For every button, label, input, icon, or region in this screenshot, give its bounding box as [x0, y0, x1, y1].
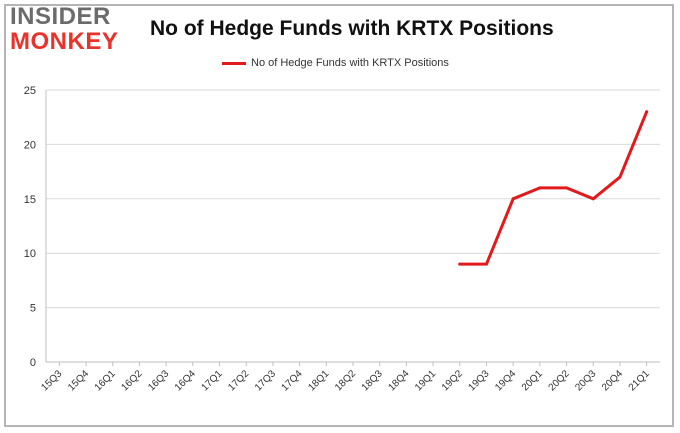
x-tick-label: 17Q2 — [226, 368, 251, 393]
x-tick-label: 18Q2 — [333, 368, 358, 393]
y-tick-label: 25 — [24, 85, 36, 97]
x-tick-label: 16Q2 — [119, 368, 144, 393]
x-tick-label: 18Q4 — [386, 368, 411, 393]
legend-swatch — [222, 61, 246, 65]
y-tick-label: 5 — [30, 303, 36, 315]
data-point — [591, 197, 595, 201]
data-point — [484, 262, 488, 266]
chart-title: No of Hedge Funds with KRTX Positions — [150, 17, 554, 40]
x-tick-label: 19Q1 — [413, 368, 438, 393]
x-tick-label: 20Q1 — [520, 368, 545, 393]
data-point — [538, 186, 542, 190]
logo-monkey: MONKEY — [10, 28, 119, 55]
x-tick-label: 16Q1 — [93, 368, 118, 393]
data-point — [458, 262, 462, 266]
data-point — [565, 186, 569, 190]
data-point — [618, 175, 622, 179]
x-tick-label: 15Q3 — [39, 368, 64, 393]
logo-insider: INSIDER — [10, 3, 111, 30]
x-tick-label: 16Q3 — [146, 368, 171, 393]
x-tick-label: 20Q4 — [600, 368, 625, 393]
chart-frame — [4, 4, 674, 427]
y-tick-label: 20 — [24, 139, 36, 151]
x-tick-label: 15Q4 — [66, 368, 91, 393]
x-tick-label: 18Q3 — [360, 368, 385, 393]
x-tick-label: 17Q1 — [200, 368, 225, 393]
legend-label: No of Hedge Funds with KRTX Positions — [251, 57, 449, 69]
data-point — [645, 110, 649, 114]
y-tick-label: 10 — [24, 248, 36, 260]
x-tick-label: 19Q4 — [493, 368, 518, 393]
legend: No of Hedge Funds with KRTX Positions — [222, 55, 449, 71]
x-tick-label: 19Q3 — [467, 368, 492, 393]
x-tick-label: 16Q4 — [173, 368, 198, 393]
x-tick-label: 18Q1 — [306, 368, 331, 393]
x-tick-label: 21Q1 — [627, 368, 652, 393]
x-tick-label: 19Q2 — [440, 368, 465, 393]
x-tick-label: 17Q3 — [253, 368, 278, 393]
x-tick-label: 20Q3 — [573, 368, 598, 393]
series-line — [458, 110, 649, 266]
y-tick-label: 0 — [30, 357, 36, 369]
x-tick-label: 17Q4 — [280, 368, 305, 393]
y-tick-label: 15 — [24, 194, 36, 206]
x-tick-label: 20Q2 — [547, 368, 572, 393]
data-point — [511, 197, 515, 201]
